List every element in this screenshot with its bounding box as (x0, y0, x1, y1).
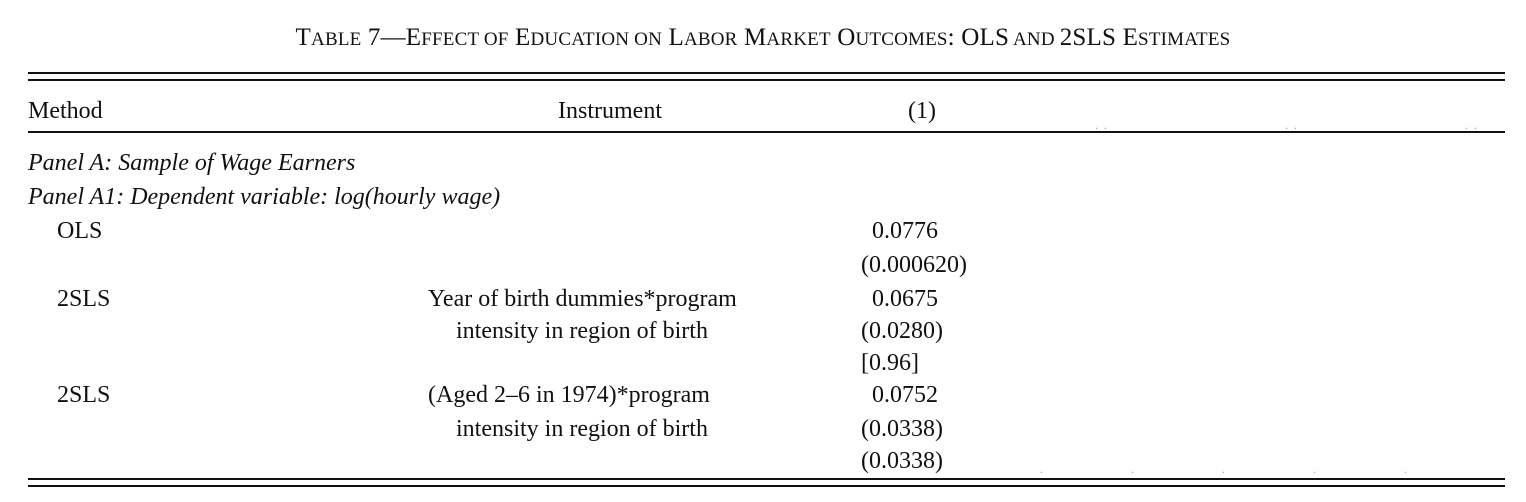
panel-a1-title: Panel A1: Dependent variable: log(hourly… (28, 184, 501, 210)
row-3-instrument-line1: (Aged 2–6 in 1974)*program (428, 382, 710, 408)
row-3-se: (0.0338) (861, 416, 943, 442)
header-col1: (1) (908, 98, 936, 124)
row-3-method: 2SLS (57, 382, 111, 408)
bottom-rule-2 (28, 485, 1505, 487)
bottom-rule-1 (28, 478, 1505, 480)
row-2-extra: [0.96] (861, 350, 919, 376)
faint-dots-1: .. (1095, 118, 1113, 132)
row-3-coef: 0.0752 (872, 382, 938, 408)
row-2-coef: 0.0675 (872, 286, 938, 312)
header-method: Method (28, 98, 103, 124)
row-2-method: 2SLS (57, 286, 111, 312)
row-1-se: (0.000620) (861, 252, 967, 278)
faint-dots-3: .. (1465, 118, 1483, 132)
top-rule-2 (28, 79, 1505, 81)
row-2-instrument-line1: Year of birth dummies*program (428, 286, 737, 312)
row-1-method: OLS (57, 218, 103, 244)
table-caption: TABLE 7—EFFECT OF EDUCATION ON LABOR MAR… (295, 24, 1231, 51)
faint-dots-2: .. (1285, 118, 1303, 132)
row-3-instrument-line2: intensity in region of birth (456, 416, 708, 442)
header-instrument: Instrument (558, 98, 662, 124)
panel-a-title: Panel A: Sample of Wage Earners (28, 150, 356, 176)
row-1-coef: 0.0776 (872, 218, 938, 244)
row-2-instrument-line2: intensity in region of birth (456, 318, 708, 344)
row-2-se: (0.0280) (861, 318, 943, 344)
row-3-extra: (0.0338) (861, 448, 943, 474)
faint-dots-bottom: ..... (1040, 462, 1495, 476)
header-rule (28, 131, 1505, 133)
top-rule-1 (28, 72, 1505, 74)
